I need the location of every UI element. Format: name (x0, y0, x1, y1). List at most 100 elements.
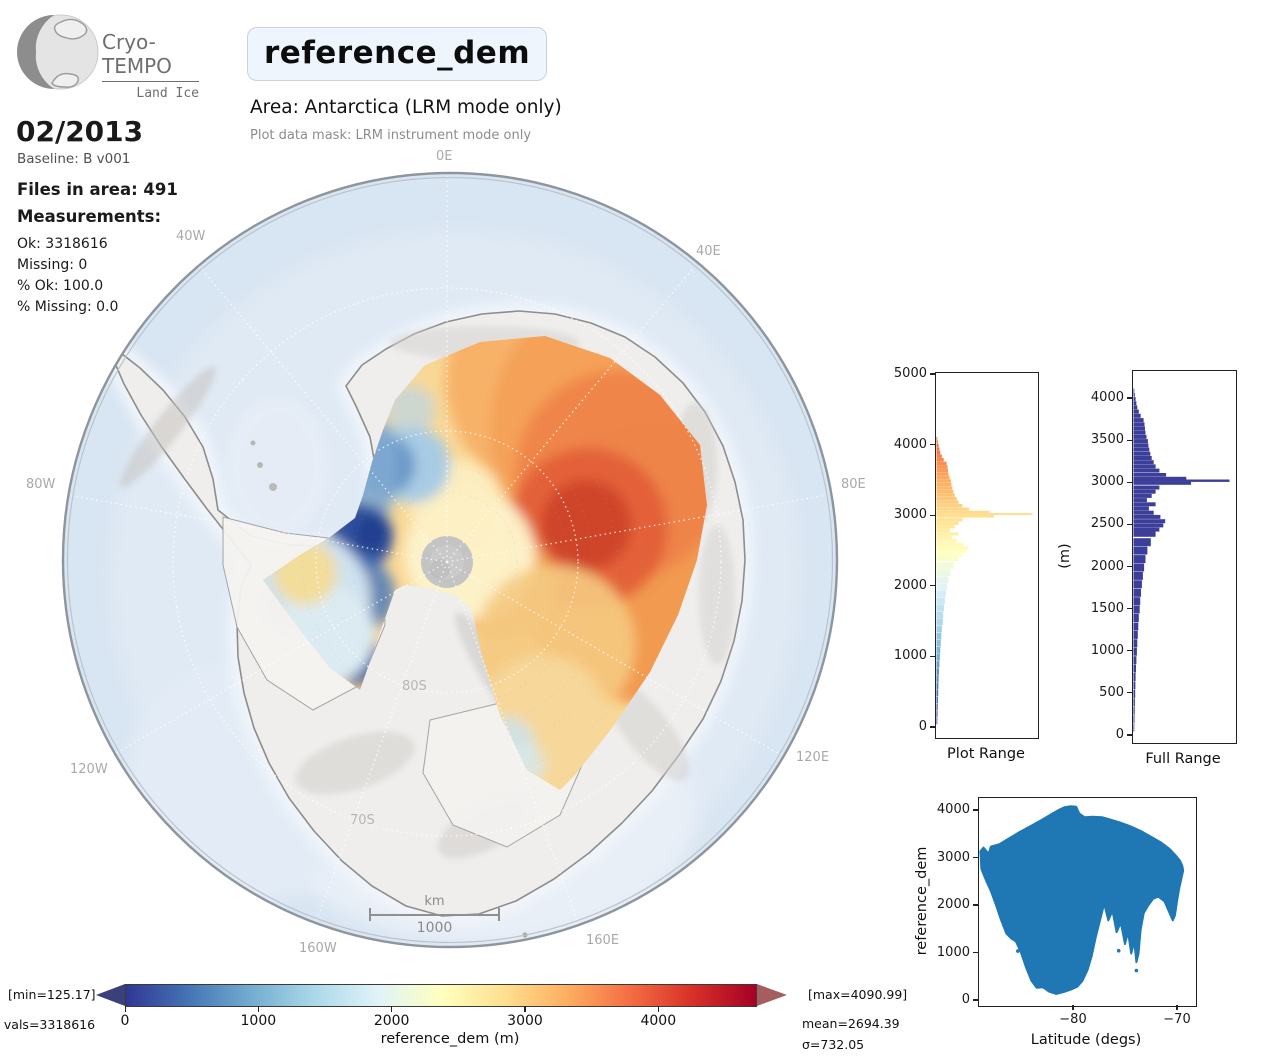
y-tick (1127, 608, 1132, 610)
graticule-label-80W: 80W (26, 477, 56, 492)
brand-title: Cryo-TEMPO (102, 30, 199, 82)
files-in-area: Files in area: 491 (17, 180, 178, 199)
colorbar-tick-label: 1000 (240, 1013, 277, 1029)
scatter-y-tick-label: 2000 (936, 897, 970, 912)
y-tick (1127, 523, 1132, 525)
scatter-y-tick (973, 809, 978, 811)
colorbar-nvals: n vals=3318616 (0, 1017, 96, 1032)
scatter-y-tick (973, 999, 978, 1001)
report-date: 02/2013 (16, 115, 144, 148)
colorbar-mean: mean=2694.39 (802, 1016, 900, 1031)
graticule-label-160E: 160E (586, 933, 620, 948)
full-range-ylabel: (m) (1057, 543, 1073, 569)
y-tick-label: 4000 (1090, 390, 1124, 405)
y-tick (930, 373, 935, 375)
latitude-scatter-plot (978, 797, 1197, 1007)
brand-block: Cryo-TEMPO Land Ice (102, 30, 199, 101)
y-tick-label: 3000 (1090, 474, 1124, 490)
weddell-sea (225, 397, 329, 537)
colorbar-sigma: σ=732.05 (802, 1037, 865, 1052)
y-tick-label: 2000 (893, 577, 927, 593)
graticule-label-40W: 40W (176, 229, 206, 244)
y-tick (930, 585, 935, 587)
y-tick-label: 1000 (893, 648, 927, 664)
full-range-title: Full Range (1145, 751, 1221, 767)
area-subtitle: Area: Antarctica (LRM mode only) (250, 97, 562, 118)
plot-range-histogram (935, 372, 1039, 739)
y-tick-label: 2500 (1090, 516, 1124, 532)
scatter-y-tick-label: 3000 (936, 849, 970, 865)
y-tick (1127, 481, 1132, 483)
colorbar-max-label: [max=4090.99] (808, 987, 908, 1002)
colorbar-tick (391, 1006, 393, 1012)
scatter-x-tick (1072, 1005, 1074, 1010)
map-border (61, 171, 839, 949)
y-tick (1127, 565, 1132, 568)
graticule-label-40E: 40E (696, 244, 721, 259)
y-tick-label: 3500 (1090, 432, 1124, 448)
plot-range-title: Plot Range (947, 746, 1025, 762)
scatter-y-tick (973, 904, 978, 906)
scatter-x-tick-label: −80 (1059, 1012, 1087, 1027)
colorbar-tick-label: 3000 (507, 1013, 543, 1029)
graticule (66, 176, 828, 926)
y-tick-label: 1000 (1090, 642, 1124, 658)
stat-pct-missing: % Missing: 0.0 (17, 299, 119, 315)
y-tick (930, 726, 935, 728)
y-tick (1127, 397, 1132, 399)
cryo-tempo-logo-icon (17, 14, 99, 90)
colorbar-under-arrow (96, 984, 125, 1006)
y-tick (1127, 734, 1132, 736)
colorbar-tick (257, 1006, 260, 1012)
full-range-histogram (1132, 370, 1237, 744)
graticule-label-120E: 120E (796, 750, 830, 765)
colorbar-over-arrow (757, 984, 787, 1006)
y-tick-label: 3000 (893, 507, 927, 523)
graticule-label-80S: 80S (402, 679, 427, 694)
y-tick (1127, 692, 1132, 694)
scatter-y-tick-label: 0 (961, 992, 970, 1007)
page-title: reference_dem (247, 27, 548, 81)
colorbar-axis-label: reference_dem (m) (380, 1031, 520, 1047)
stat-pct-ok: % Ok: 100.0 (17, 278, 104, 294)
y-tick-label: 5000 (893, 366, 927, 381)
scalebar-line (369, 914, 500, 916)
graticule-label-70S: 70S (350, 813, 375, 828)
scatter-y-tick-label: 4000 (936, 802, 970, 817)
report-baseline: Baseline: B v001 (17, 151, 131, 167)
scalebar-unit: km (424, 894, 445, 909)
y-tick (930, 655, 935, 657)
y-tick (930, 514, 935, 516)
scatter-y-tick-label: 1000 (936, 944, 970, 960)
colorbar (125, 984, 757, 1007)
scatter-y-tick (973, 856, 978, 859)
graticule-label-80E: 80E (841, 477, 866, 492)
graticule-label-120W: 120W (70, 762, 108, 777)
y-tick-label: 0 (918, 719, 927, 734)
colorbar-tick-label: 0 (120, 1013, 130, 1029)
antarctica-map (61, 171, 839, 949)
scatter-y-tick (973, 951, 978, 954)
mask-subtitle: Plot data mask: LRM instrument mode only (250, 128, 532, 143)
colorbar-tick (524, 1006, 526, 1012)
colorbar-tick-label: 2000 (373, 1013, 410, 1029)
y-tick-label: 1500 (1090, 600, 1124, 616)
graticule-label-160W: 160W (299, 941, 337, 956)
colorbar-min-label: [min=125.17] (8, 987, 96, 1002)
map-layers (63, 173, 837, 947)
stat-missing: Missing: 0 (17, 257, 88, 273)
y-tick-label: 4000 (893, 436, 927, 452)
scatter-x-tick-label: −70 (1163, 1012, 1191, 1027)
scatter-xlabel: Latitude (degs) (1030, 1032, 1142, 1048)
y-tick (930, 444, 935, 446)
y-tick-label: 0 (1115, 727, 1124, 742)
stat-ok: Ok: 3318616 (17, 236, 108, 252)
colorbar-tick (657, 1006, 659, 1012)
scalebar-distance: 1000 (416, 920, 453, 936)
graticule-label-0E: 0E (436, 149, 453, 164)
measurements-label: Measurements: (17, 207, 162, 226)
y-tick-label: 500 (1099, 684, 1124, 700)
colorbar-tick-label: 4000 (640, 1013, 677, 1029)
y-tick (1127, 439, 1132, 441)
y-tick-label: 2000 (1090, 558, 1124, 574)
